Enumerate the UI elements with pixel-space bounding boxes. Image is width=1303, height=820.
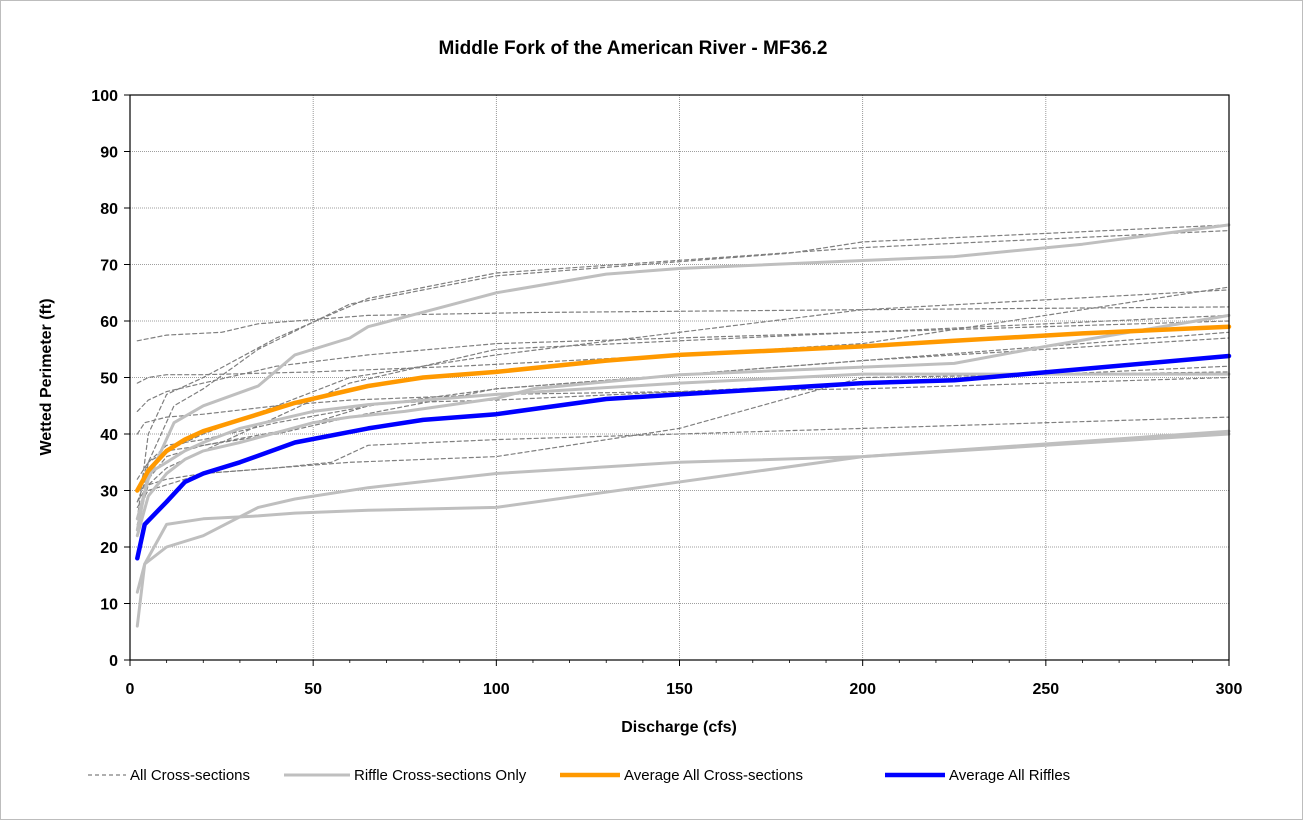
y-tick-label: 100 xyxy=(91,88,118,105)
series-line-all-12 xyxy=(136,320,1230,526)
series-line-all-10 xyxy=(136,289,1230,503)
series-line-all-1 xyxy=(136,224,1230,531)
legend-label: Riffle Cross-sections Only xyxy=(354,767,527,784)
legend-label: Average All Cross-sections xyxy=(624,767,803,784)
series-line-riffle-3 xyxy=(135,429,1231,594)
series-line-all-4 xyxy=(136,314,1230,412)
series-line-all-8 xyxy=(136,337,1230,520)
x-tick-label: 50 xyxy=(304,681,322,698)
y-tick-label: 80 xyxy=(100,201,118,218)
series-line-all-0 xyxy=(136,306,1230,342)
series-line-all-6 xyxy=(136,371,1230,503)
x-tick-label: 0 xyxy=(126,681,135,698)
series-layer xyxy=(135,223,1232,628)
x-axis-label: Discharge (cfs) xyxy=(621,719,737,736)
x-tick-label: 150 xyxy=(666,681,693,698)
y-axis-label: Wetted Perimeter (ft) xyxy=(38,298,55,455)
x-tick-label: 300 xyxy=(1216,681,1243,698)
series-line-avg_riffles-0 xyxy=(135,353,1232,561)
y-tick-label: 30 xyxy=(100,484,118,501)
legend-label: Average All Riffles xyxy=(949,767,1070,784)
y-tick-label: 90 xyxy=(100,145,118,162)
y-tick-label: 0 xyxy=(109,653,118,670)
series-line-riffle-2 xyxy=(135,313,1231,538)
chart-title: Middle Fork of the American River - MF36… xyxy=(439,38,828,59)
legend: All Cross-sections Riffle Cross-sections … xyxy=(88,767,1070,784)
series-line-all-7 xyxy=(136,416,1230,508)
x-tick-label: 250 xyxy=(1032,681,1059,698)
y-tick-label: 50 xyxy=(100,371,118,388)
series-line-riffle-0 xyxy=(135,223,1231,521)
legend-label: All Cross-sections xyxy=(130,767,250,784)
x-tick-label: 200 xyxy=(849,681,876,698)
series-line-avg_all-0 xyxy=(135,324,1232,493)
x-tick-label: 100 xyxy=(483,681,510,698)
axis-ticks: 0 10 20 30 40 50 60 70 80 90 100 0 50 100 150 200 250 300 xyxy=(91,88,1242,698)
y-tick-label: 60 xyxy=(100,314,118,331)
y-tick-label: 70 xyxy=(100,258,118,275)
y-tick-label: 40 xyxy=(100,427,118,444)
y-tick-label: 20 xyxy=(100,540,118,557)
y-tick-label: 10 xyxy=(100,597,118,614)
series-line-riffle-4 xyxy=(135,432,1231,628)
gridlines xyxy=(130,95,1229,660)
series-line-riffle-1 xyxy=(135,372,1231,532)
